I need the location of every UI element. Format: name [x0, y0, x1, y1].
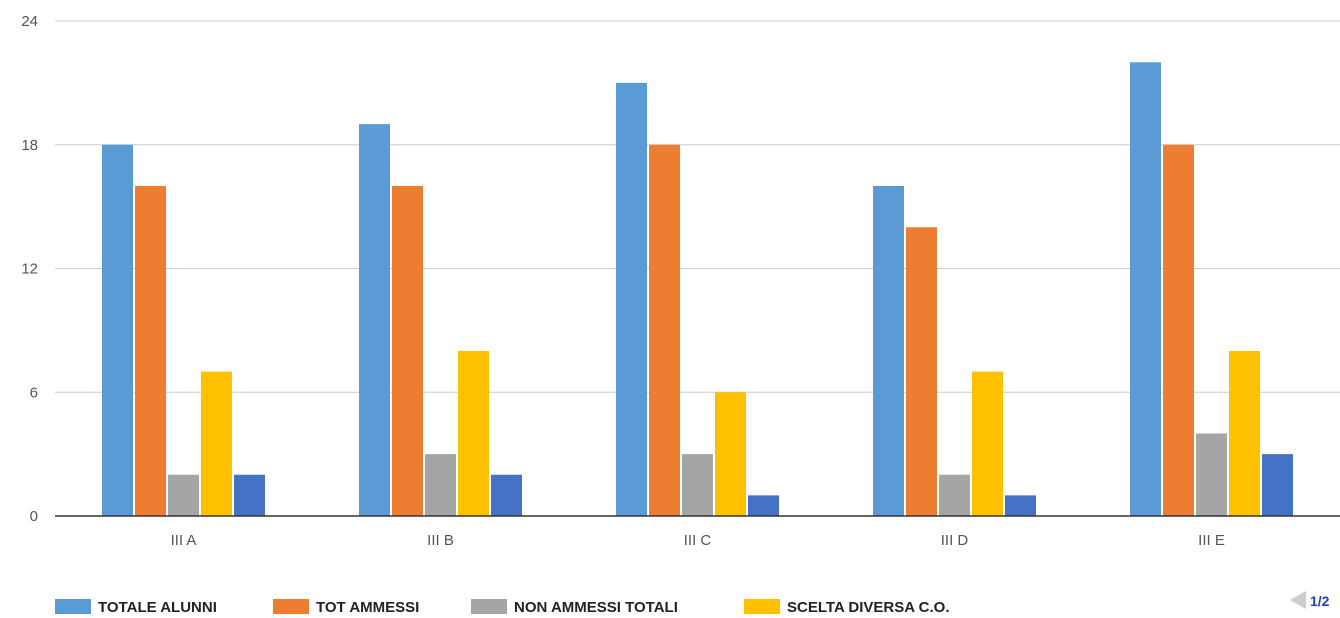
bar-1-iii-d[interactable]: [873, 186, 904, 516]
bar-5-iii-a[interactable]: [234, 474, 265, 516]
bar-1-iii-a[interactable]: [102, 144, 133, 516]
bar-2-iii-b[interactable]: [392, 186, 423, 516]
legend-item[interactable]: TOT AMMESSI: [273, 599, 419, 616]
bar-5-iii-e[interactable]: [1262, 454, 1293, 516]
legend-swatch: [744, 599, 780, 614]
bar-2-iii-a[interactable]: [135, 186, 166, 516]
bar-5-iii-d[interactable]: [1005, 495, 1036, 516]
bar-3-iii-a[interactable]: [168, 474, 199, 516]
bar-1-iii-b[interactable]: [359, 124, 390, 516]
bar-4-iii-c[interactable]: [715, 392, 746, 516]
bar-5-iii-c[interactable]: [748, 495, 779, 516]
x-tick-label: III A: [171, 532, 197, 549]
legend-item[interactable]: SCELTA DIVERSA C.O.: [744, 599, 950, 616]
legend-swatch: [55, 599, 91, 614]
legend-pager[interactable]: 1/2: [1290, 591, 1330, 609]
legend-label: TOT AMMESSI: [316, 599, 419, 616]
y-tick-label: 18: [21, 137, 38, 154]
bar-5-iii-b[interactable]: [491, 474, 522, 516]
legend-swatch: [471, 599, 507, 614]
x-tick-label: III D: [941, 532, 969, 549]
y-tick-label: 24: [21, 13, 38, 30]
y-tick-label: 6: [30, 384, 38, 401]
bar-4-iii-a[interactable]: [201, 371, 232, 516]
bar-4-iii-d[interactable]: [972, 371, 1003, 516]
bar-3-iii-c[interactable]: [682, 454, 713, 516]
x-tick-label: III C: [684, 532, 712, 549]
bar-3-iii-d[interactable]: [939, 474, 970, 516]
x-tick-label: III B: [427, 532, 454, 549]
legend-item[interactable]: TOTALE ALUNNI: [55, 599, 217, 616]
x-axis-ticks: III A III B III C III D III E: [171, 532, 1225, 549]
legend-swatch: [273, 599, 309, 614]
gridlines: [55, 20, 1340, 393]
bar-4-iii-b[interactable]: [458, 351, 489, 516]
pager-label: 1/2: [1310, 593, 1330, 609]
y-axis-ticks: 0 6 12 18 24: [21, 13, 38, 525]
bar-2-iii-c[interactable]: [649, 144, 680, 516]
bar-3-iii-b[interactable]: [425, 454, 456, 516]
bars: [102, 62, 1293, 516]
bar-2-iii-d[interactable]: [906, 227, 937, 516]
legend: TOTALE ALUNNI TOT AMMESSI NON AMMESSI TOTA…: [55, 599, 950, 616]
y-tick-label: 0: [30, 508, 38, 525]
y-tick-label: 12: [21, 261, 38, 278]
x-tick-label: III E: [1198, 532, 1225, 549]
legend-label: SCELTA DIVERSA C.O.: [787, 599, 950, 616]
bar-1-iii-c[interactable]: [616, 82, 647, 516]
legend-label: NON AMMESSI TOTALI: [514, 599, 678, 616]
legend-item[interactable]: NON AMMESSI TOTALI: [471, 599, 678, 616]
bar-2-iii-e[interactable]: [1163, 144, 1194, 516]
triangle-left-icon[interactable]: [1290, 591, 1306, 609]
bar-1-iii-e[interactable]: [1130, 62, 1161, 516]
bar-3-iii-e[interactable]: [1196, 433, 1227, 517]
legend-label: TOTALE ALUNNI: [98, 599, 217, 616]
bar-4-iii-e[interactable]: [1229, 351, 1260, 516]
